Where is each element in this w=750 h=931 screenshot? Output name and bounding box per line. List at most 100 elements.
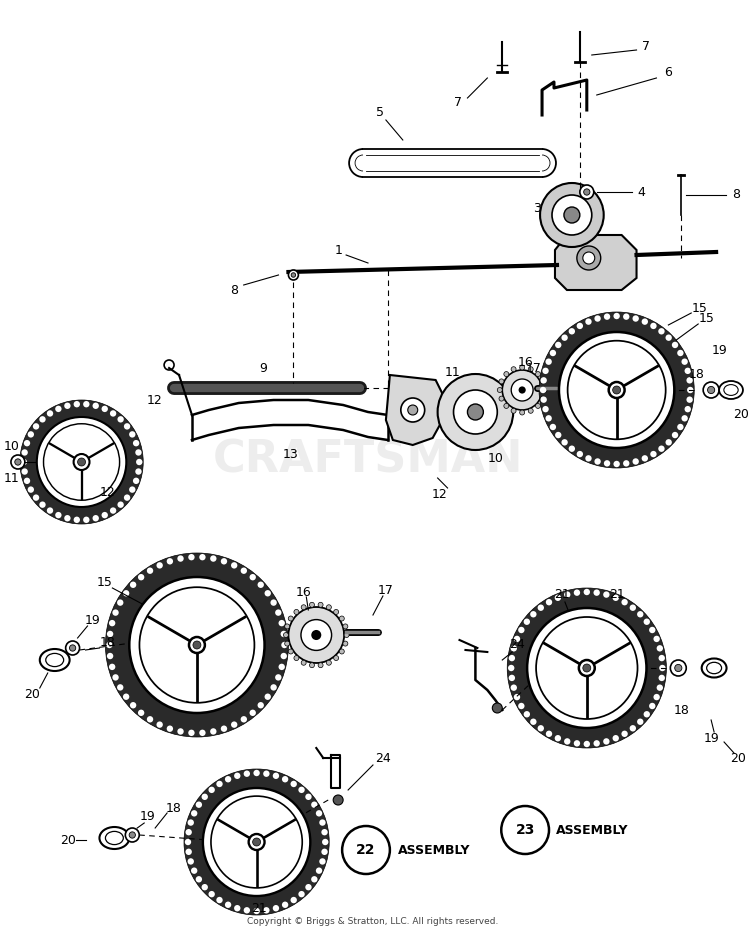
Circle shape: [301, 620, 332, 651]
Circle shape: [400, 398, 424, 422]
Circle shape: [288, 616, 293, 621]
Ellipse shape: [719, 381, 743, 399]
Circle shape: [595, 458, 601, 465]
Text: 15: 15: [698, 312, 714, 325]
Circle shape: [665, 334, 672, 341]
Circle shape: [241, 568, 247, 573]
Circle shape: [518, 627, 524, 633]
Text: 24: 24: [509, 639, 525, 652]
Circle shape: [568, 328, 575, 334]
Circle shape: [294, 655, 299, 661]
Circle shape: [622, 731, 628, 737]
Circle shape: [101, 512, 108, 519]
Circle shape: [129, 832, 136, 838]
Text: 5: 5: [376, 106, 384, 119]
Text: 12: 12: [146, 394, 162, 407]
Circle shape: [112, 610, 118, 615]
Circle shape: [257, 702, 264, 708]
Circle shape: [28, 431, 34, 438]
Circle shape: [326, 660, 332, 666]
Circle shape: [545, 358, 552, 365]
Text: 19: 19: [85, 614, 100, 627]
Text: Copyright © Briggs & Stratton, LLC. All rights reserved.: Copyright © Briggs & Stratton, LLC. All …: [248, 917, 499, 926]
Circle shape: [231, 562, 238, 569]
Circle shape: [311, 876, 317, 883]
Circle shape: [584, 741, 590, 748]
Circle shape: [630, 604, 636, 611]
Circle shape: [492, 703, 502, 713]
Circle shape: [687, 386, 694, 393]
Circle shape: [109, 620, 115, 627]
Circle shape: [641, 455, 648, 462]
Circle shape: [74, 517, 80, 523]
Circle shape: [509, 675, 515, 681]
Circle shape: [520, 365, 525, 370]
Circle shape: [682, 415, 688, 422]
Circle shape: [672, 342, 678, 348]
Circle shape: [644, 711, 650, 718]
Circle shape: [138, 709, 144, 716]
Circle shape: [166, 725, 173, 732]
Circle shape: [210, 728, 217, 735]
Circle shape: [250, 709, 256, 716]
Circle shape: [130, 702, 136, 708]
Circle shape: [250, 574, 256, 580]
Circle shape: [564, 207, 580, 223]
Circle shape: [136, 459, 142, 466]
Circle shape: [220, 725, 227, 732]
Circle shape: [92, 402, 99, 409]
Text: 12: 12: [432, 489, 448, 502]
Text: 15: 15: [692, 302, 707, 315]
Circle shape: [528, 409, 533, 413]
Circle shape: [649, 703, 656, 709]
Circle shape: [196, 876, 202, 883]
Circle shape: [677, 350, 683, 357]
Circle shape: [39, 416, 46, 423]
Text: 21: 21: [554, 588, 570, 601]
Circle shape: [503, 370, 542, 410]
Circle shape: [528, 367, 533, 371]
Circle shape: [623, 460, 629, 466]
Circle shape: [216, 897, 223, 903]
Circle shape: [265, 590, 271, 597]
Circle shape: [106, 641, 112, 648]
Circle shape: [273, 773, 279, 779]
Circle shape: [64, 515, 70, 521]
Circle shape: [538, 725, 544, 732]
Text: 16: 16: [518, 356, 533, 369]
Circle shape: [33, 494, 39, 501]
Circle shape: [318, 663, 323, 668]
Circle shape: [133, 440, 140, 446]
Polygon shape: [386, 375, 446, 445]
Circle shape: [665, 439, 672, 446]
Circle shape: [316, 810, 322, 816]
Circle shape: [311, 630, 321, 640]
Circle shape: [281, 641, 288, 648]
Circle shape: [244, 907, 250, 913]
Circle shape: [540, 183, 604, 247]
Circle shape: [209, 787, 214, 793]
Circle shape: [56, 512, 62, 519]
Circle shape: [22, 468, 28, 475]
Circle shape: [271, 684, 277, 691]
Circle shape: [550, 350, 556, 357]
Circle shape: [542, 406, 549, 412]
Circle shape: [21, 459, 27, 466]
Circle shape: [677, 424, 683, 430]
Circle shape: [437, 374, 513, 450]
Circle shape: [613, 386, 620, 394]
Circle shape: [188, 554, 194, 560]
Circle shape: [614, 461, 620, 467]
Circle shape: [658, 654, 665, 661]
Circle shape: [289, 607, 344, 663]
Circle shape: [682, 358, 688, 365]
Circle shape: [135, 450, 142, 455]
Circle shape: [568, 446, 575, 452]
Circle shape: [11, 455, 25, 469]
Circle shape: [343, 641, 348, 646]
Circle shape: [278, 620, 285, 627]
Circle shape: [185, 829, 192, 835]
Circle shape: [527, 608, 646, 728]
Circle shape: [101, 406, 108, 412]
Circle shape: [124, 424, 130, 429]
